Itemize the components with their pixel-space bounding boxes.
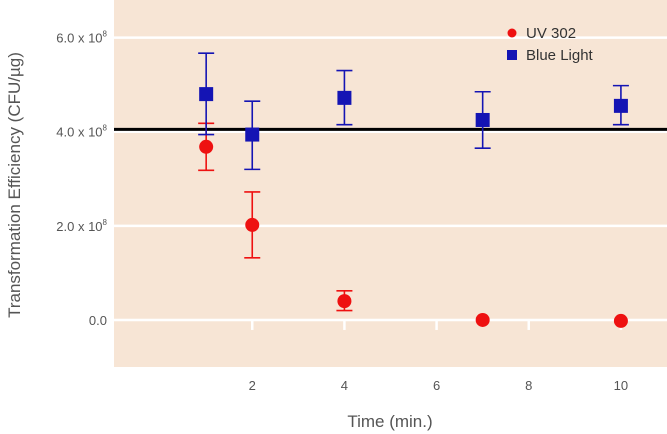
data-points [199, 87, 628, 328]
blue-light-point [199, 87, 214, 102]
uv-302-point [199, 139, 214, 154]
x-axis-title: Time (min.) [347, 412, 432, 431]
legend: UV 302 Blue Light [507, 25, 594, 64]
x-tick-label: 8 [525, 378, 532, 393]
blue-light-point [475, 112, 490, 127]
x-tick-label: 10 [614, 378, 628, 393]
legend-marker-uv-302 [507, 28, 517, 38]
legend-marker-blue-light [507, 50, 517, 60]
blue-light-point [613, 98, 628, 113]
y-tick-label-exponent: 8 [103, 124, 108, 133]
y-tick-label-exponent: 8 [103, 30, 108, 39]
legend-label-blue-light: Blue Light [526, 47, 594, 64]
blue-light-point [337, 90, 352, 105]
x-tick-label: 6 [433, 378, 440, 393]
y-tick-label: 4.0 x 108 [56, 124, 107, 140]
x-tick-label: 4 [341, 378, 348, 393]
legend-label-uv-302: UV 302 [526, 25, 576, 42]
x-tick-label: 2 [249, 378, 256, 393]
y-tick-label: 0.0 [89, 313, 107, 328]
y-tick-label-base: 4.0 x 10 [56, 125, 102, 140]
y-axis-title: Transformation Efficiency (CFU/µg) [5, 52, 24, 318]
y-tick-label: 6.0 x 108 [56, 30, 107, 46]
y-tick-label-base: 0.0 [89, 313, 107, 328]
uv-302-point [337, 294, 352, 309]
y-tick-label-exponent: 8 [103, 218, 108, 227]
y-tick-label-base: 6.0 x 10 [56, 31, 102, 46]
y-tick-label-base: 2.0 x 10 [56, 219, 102, 234]
uv-302-point [613, 313, 628, 328]
uv-302-point [245, 217, 260, 232]
y-tick-label: 2.0 x 108 [56, 218, 107, 234]
blue-light-point [245, 127, 260, 142]
uv-302-point [475, 312, 490, 327]
